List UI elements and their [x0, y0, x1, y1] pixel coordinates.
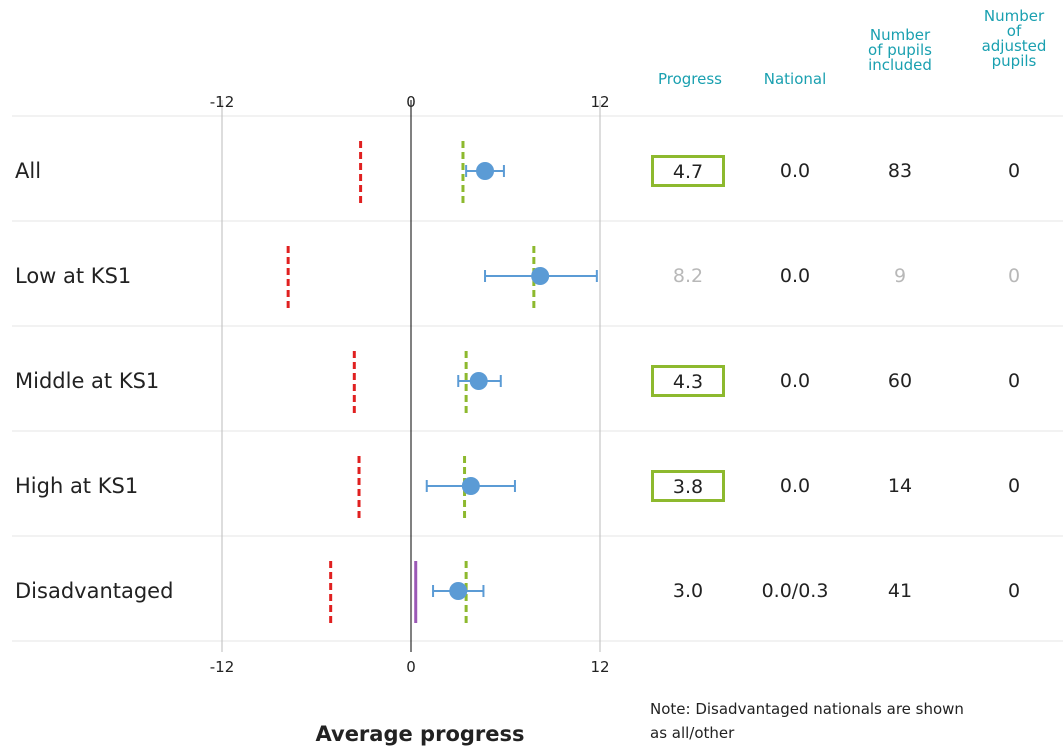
table-cell-national: 0.0/0.3: [761, 580, 829, 602]
row-label-all: All: [15, 159, 42, 183]
x-tick-label-bottom: -12: [210, 658, 235, 676]
header-progress: Progress: [657, 70, 722, 88]
row-label-disadvantaged: Disadvantaged: [15, 579, 174, 603]
table-cell-pupils: 83: [887, 160, 913, 182]
x-tick-label-bottom: 12: [590, 658, 609, 676]
table-cell-pupils: 60: [887, 370, 913, 392]
table-cell-national: 0.0: [779, 370, 811, 392]
x-tick-label-top: -12: [210, 93, 235, 111]
table-cell-pupils: 41: [887, 580, 913, 602]
x-tick-label-top: 0: [406, 93, 416, 111]
table-cell-national: 0.0: [779, 475, 811, 497]
table-cell-progress: 3.0: [672, 580, 704, 602]
progress-point: [461, 477, 480, 495]
table-cell-progress: 8.2: [672, 265, 704, 287]
header-national: National: [763, 70, 827, 88]
table-cell-adjusted: 0: [1007, 160, 1021, 182]
table-cell-adjusted: 0: [1007, 580, 1021, 602]
table-cell-progress: 4.7: [651, 155, 725, 187]
table-cell-national: 0.0: [779, 265, 811, 287]
row-label-high: High at KS1: [15, 474, 139, 498]
header-pupils: Number of pupils included: [868, 26, 932, 74]
row-label-low: Low at KS1: [15, 264, 132, 288]
table-cell-progress: 3.8: [651, 470, 725, 502]
x-axis-title: Average progress: [315, 722, 525, 746]
footnote: Note: Disadvantaged nationals are shown …: [650, 700, 964, 742]
x-tick-label-bottom: 0: [406, 658, 416, 676]
progress-point: [531, 267, 550, 285]
row-label-middle: Middle at KS1: [15, 369, 160, 393]
x-tick-label-top: 12: [590, 93, 609, 111]
table-cell-national: 0.0: [779, 160, 811, 182]
progress-point: [449, 582, 468, 600]
table-cell-adjusted: 0: [1007, 265, 1021, 287]
table-cell-adjusted: 0: [1007, 370, 1021, 392]
progress-point: [469, 372, 488, 390]
table-cell-pupils: 14: [887, 475, 913, 497]
table-cell-progress: 4.3: [651, 365, 725, 397]
progress-point: [476, 162, 495, 180]
header-adjusted: Number of adjusted pupils: [981, 7, 1047, 70]
table-cell-pupils: 9: [893, 265, 907, 287]
table-cell-adjusted: 0: [1007, 475, 1021, 497]
